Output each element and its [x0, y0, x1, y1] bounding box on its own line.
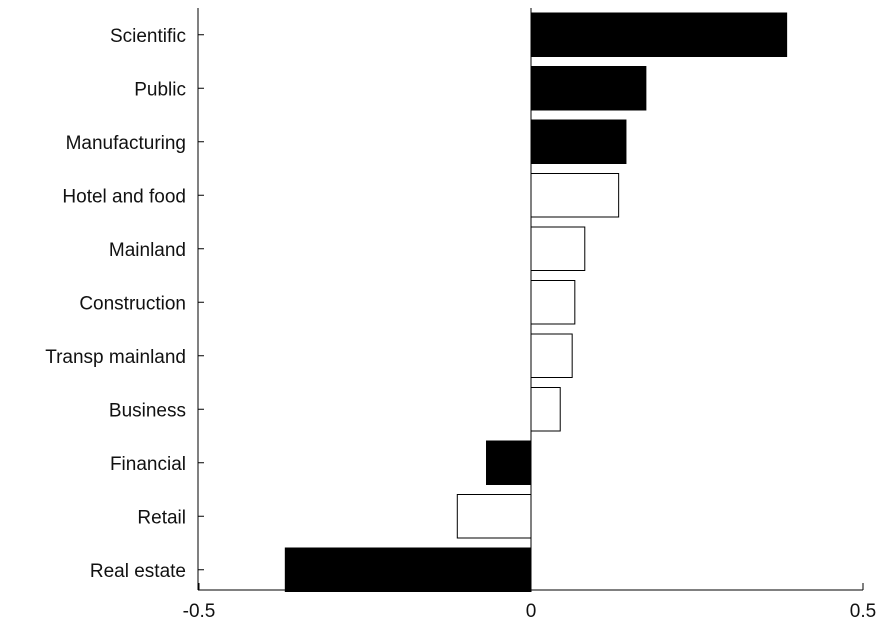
chart-bars: [284, 12, 788, 592]
category-label: Real estate: [90, 561, 186, 582]
bar-real-estate: [284, 547, 532, 592]
bar-scientific: [530, 12, 788, 57]
category-label: Construction: [79, 293, 186, 314]
bar-transp-mainland: [530, 333, 573, 378]
x-tick-label: 0: [526, 601, 537, 622]
category-label: Manufacturing: [66, 133, 186, 154]
bar-retail: [456, 494, 532, 539]
category-label: Business: [109, 400, 186, 421]
category-label: Mainland: [109, 240, 186, 261]
bar-construction: [530, 280, 576, 325]
category-label: Hotel and food: [62, 186, 186, 207]
bar-mainland: [530, 226, 586, 271]
category-label: Retail: [137, 507, 186, 528]
category-label: Transp mainland: [45, 347, 186, 368]
bar-financial: [486, 440, 532, 485]
category-label: Scientific: [110, 26, 186, 47]
bar-public: [530, 66, 647, 111]
category-label: Public: [134, 79, 186, 100]
category-labels: Scientific Public Manufacturing Hotel and f…: [45, 26, 186, 582]
category-label: Financial: [110, 454, 186, 475]
bar-business: [530, 387, 561, 432]
x-tick-label: -0.5: [183, 601, 216, 622]
x-tick-label: 0.5: [850, 601, 876, 622]
bar-hotel-and-food: [530, 173, 620, 218]
x-tick-labels: -0.5 0 0.5: [183, 601, 877, 622]
bar-manufacturing: [530, 119, 627, 164]
